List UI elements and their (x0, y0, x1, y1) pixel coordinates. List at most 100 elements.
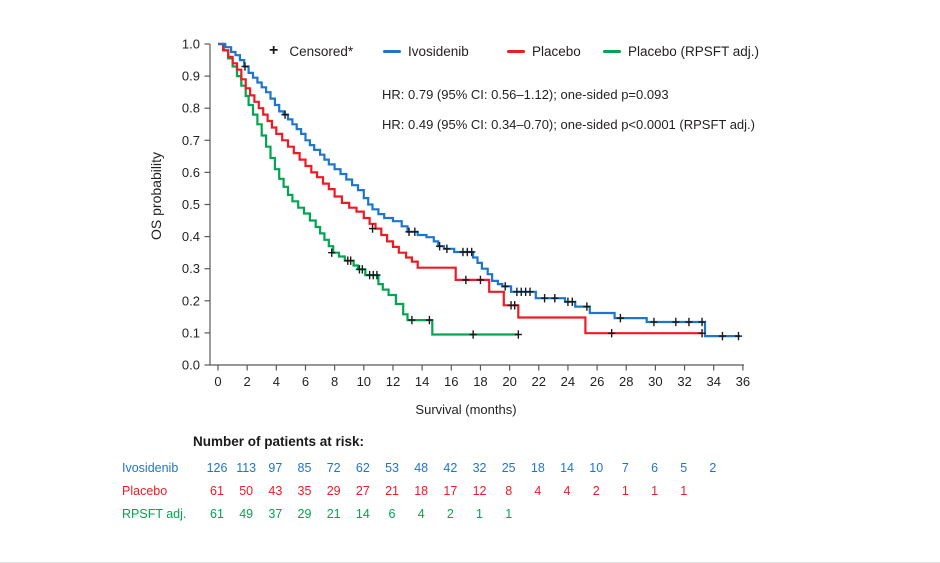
y-tick-label: 0.3 (182, 261, 200, 276)
x-tick-label: 26 (590, 374, 604, 389)
y-tick-label: 0.2 (182, 293, 200, 308)
at-risk-count: 2 (709, 460, 717, 475)
at-risk-count: 17 (443, 484, 458, 498)
at-risk-count: 18 (530, 460, 545, 475)
at-risk-count: 14 (560, 460, 574, 475)
legend-item-placebo-rpsft: Placebo (RPSFT adj.) (603, 42, 759, 60)
hr-annotation-rpsft: HR: 0.49 (95% CI: 0.34–0.70); one-sided … (382, 117, 755, 132)
x-tick-label: 30 (648, 374, 662, 389)
x-tick-label: 14 (415, 374, 429, 389)
at-risk-count: 1 (680, 484, 688, 498)
at-risk-count: 32 (472, 460, 487, 475)
at-risk-row-label: RPSFT adj. (122, 507, 187, 521)
at-risk-count: 14 (355, 507, 370, 521)
x-tick-label: 10 (357, 374, 371, 389)
x-tick-label: 0 (214, 374, 221, 389)
at-risk-count: 8 (505, 484, 513, 498)
at-risk-count: 6 (651, 460, 659, 475)
at-risk-count: 27 (355, 484, 370, 498)
at-risk-count: 85 (297, 460, 312, 475)
at-risk-count: 50 (239, 484, 254, 498)
at-risk-count: 61 (210, 484, 224, 498)
at-risk-count: 42 (443, 460, 458, 475)
legend-item-placebo: Placebo (507, 42, 581, 60)
at-risk-count: 18 (414, 484, 429, 498)
at-risk-count: 126 (206, 460, 228, 475)
x-tick-label: 32 (677, 374, 691, 389)
y-tick-label: 0.0 (182, 358, 200, 373)
censored-plus-icon: + (269, 42, 279, 59)
km-curve-ivosidenib (218, 42, 740, 338)
at-risk-count: 2 (446, 507, 454, 521)
at-risk-count: 2 (592, 484, 600, 498)
at-risk-count: 29 (326, 484, 341, 498)
y-tick-label: 0.8 (182, 101, 200, 116)
y-tick-label: 0.9 (182, 69, 200, 84)
at-risk-count: 1 (651, 484, 659, 498)
at-risk-count: 61 (210, 507, 224, 521)
y-tick-label: 0.4 (182, 229, 200, 244)
at-risk-count: 43 (268, 484, 283, 498)
km-curve-placebo (218, 42, 703, 335)
at-risk-count: 35 (297, 484, 312, 498)
at-risk-count: 5 (680, 460, 688, 475)
ivosidenib-line-swatch-icon (383, 49, 401, 53)
at-risk-title: Number of patients at risk: (193, 434, 365, 449)
at-risk-count: 4 (563, 484, 571, 498)
hr-annotation-primary: HR: 0.79 (95% CI: 0.56–1.12); one-sided … (382, 87, 669, 102)
x-tick-label: 4 (273, 374, 280, 389)
at-risk-count: 4 (417, 507, 425, 521)
legend-censored-label: Censored* (289, 43, 354, 59)
x-tick-label: 22 (532, 374, 546, 389)
x-tick-label: 18 (473, 374, 487, 389)
x-tick-label: 6 (302, 374, 309, 389)
at-risk-row-label: Placebo (122, 484, 168, 498)
x-tick-label: 12 (386, 374, 400, 389)
at-risk-count: 97 (268, 460, 283, 475)
at-risk-count: 37 (268, 507, 283, 521)
y-tick-label: 0.7 (182, 133, 200, 148)
at-risk-count: 21 (326, 507, 341, 521)
at-risk-count: 62 (355, 460, 370, 475)
at-risk-row-label: Ivosidenib (122, 460, 179, 475)
at-risk-count: 53 (385, 460, 399, 475)
at-risk-count: 113 (236, 460, 257, 475)
placebo-rpsft-line-swatch-icon (603, 49, 621, 53)
x-tick-label: 16 (444, 374, 458, 389)
at-risk-count: 1 (505, 507, 513, 521)
x-axis-title: Survival (months) (415, 402, 517, 417)
at-risk-count: 49 (239, 507, 254, 521)
x-tick-label: 28 (619, 374, 633, 389)
x-tick-label: 36 (736, 374, 750, 389)
legend-item-ivosidenib: Ivosidenib (383, 42, 469, 60)
y-tick-label: 0.5 (182, 197, 200, 212)
at-risk-count: 48 (414, 460, 429, 475)
x-tick-label: 24 (561, 374, 575, 389)
y-tick-label: 1.0 (182, 37, 200, 52)
km-curve-placebo-rpsft-adj (218, 42, 519, 336)
y-tick-label: 0.6 (182, 165, 200, 180)
at-risk-count: 10 (589, 460, 604, 475)
at-risk-count: 12 (472, 484, 487, 498)
x-tick-label: 34 (706, 374, 720, 389)
at-risk-count: 1 (621, 484, 629, 498)
x-tick-label: 20 (502, 374, 516, 389)
at-risk-count: 7 (621, 460, 629, 475)
legend-ivosidenib-label: Ivosidenib (408, 43, 469, 59)
y-tick-label: 0.1 (182, 325, 200, 340)
placebo-line-swatch-icon (507, 49, 525, 53)
at-risk-count: 1 (476, 507, 483, 521)
x-tick-label: 2 (244, 374, 251, 389)
legend-item-censored: + Censored* (269, 42, 353, 60)
at-risk-count: 29 (297, 507, 312, 521)
at-risk-count: 4 (534, 484, 542, 498)
legend-placebo-rpsft-label: Placebo (RPSFT adj.) (628, 43, 760, 59)
at-risk-count: 72 (326, 460, 341, 475)
legend-placebo-label: Placebo (532, 43, 581, 59)
x-tick-label: 8 (331, 374, 338, 389)
at-risk-count: 21 (385, 484, 399, 498)
at-risk-count: 6 (388, 507, 396, 521)
at-risk-count: 25 (501, 460, 516, 475)
